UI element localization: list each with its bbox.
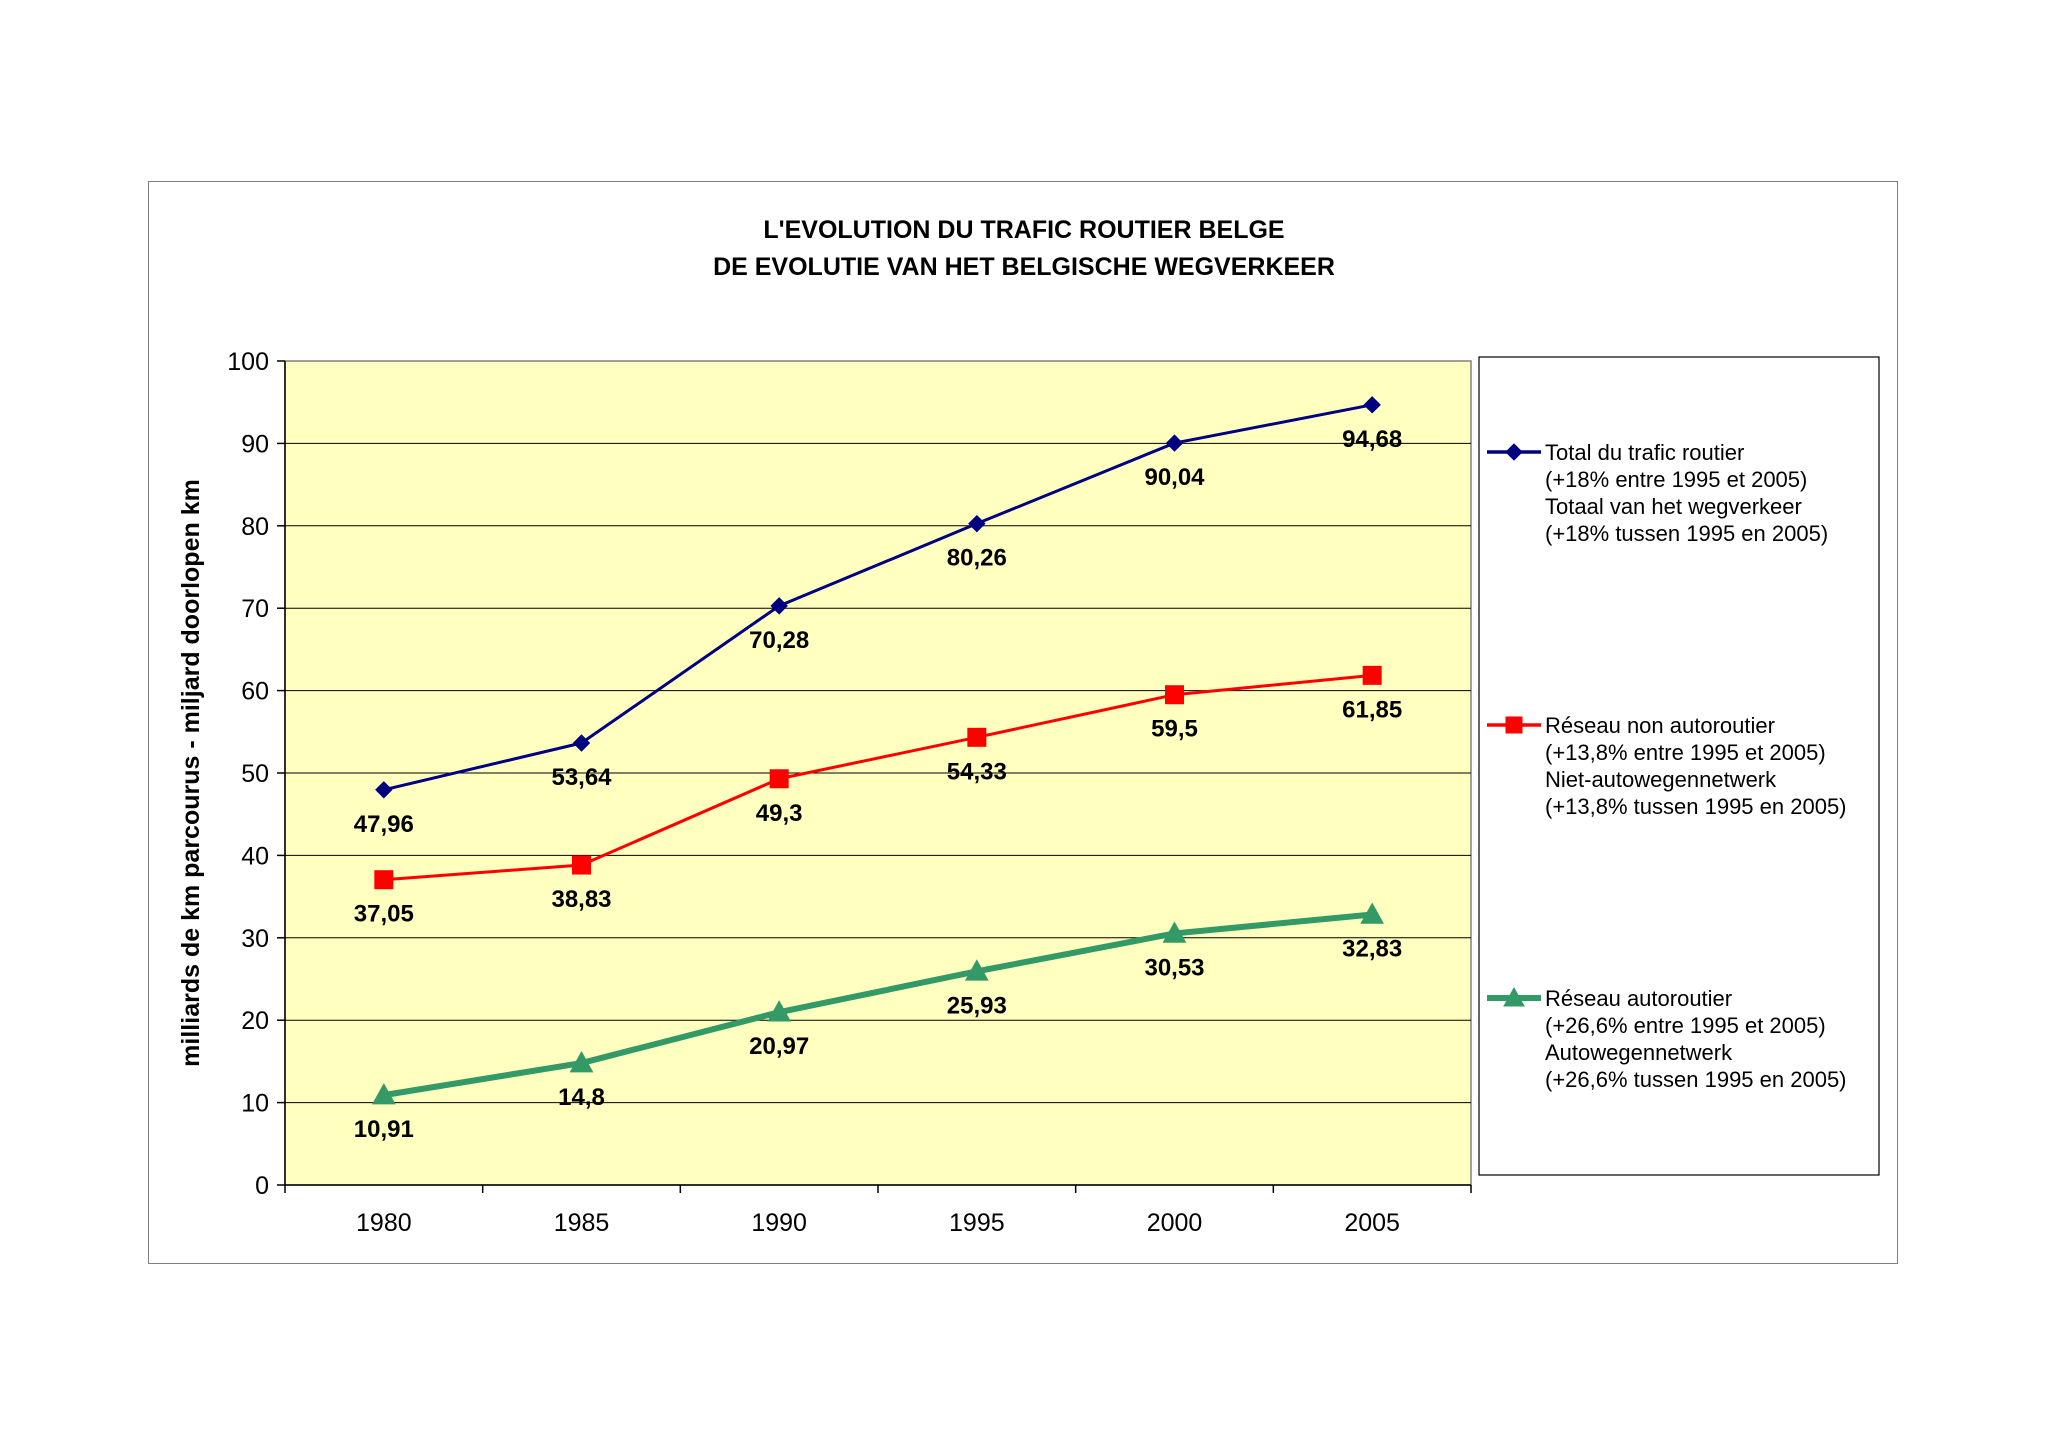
data-label: 80,26 [947,545,1007,572]
legend-entry-text: Niet-autowegennetwerk [1545,767,1777,792]
legend-entry-text: (+26,6% entre 1995 et 2005) [1545,1013,1826,1038]
series-3-point [1162,921,1187,943]
y-tick-label: 30 [241,925,269,953]
legend-entry-text: Totaal van het wegverkeer [1545,494,1802,519]
series-2-point [769,769,789,789]
series-line-1 [383,403,1373,792]
chart-title-line-2: DE EVOLUTIE VAN HET BELGISCHE WEGVERKEER [713,253,1335,281]
data-label: 14,8 [558,1084,605,1111]
data-label: 37,05 [354,901,414,928]
data-label: 54,33 [947,758,1007,785]
data-label: 38,83 [551,886,611,913]
x-tick-label: 1990 [751,1209,807,1237]
data-label: 70,28 [749,627,809,654]
series-1-point [968,514,986,533]
chart-frame: L'EVOLUTION DU TRAFIC ROUTIER BELGE DE EV… [148,181,1898,1264]
data-label: 94,68 [1342,426,1402,453]
y-tick-label: 100 [227,348,269,376]
y-tick-label: 70 [241,595,269,623]
data-label: 25,93 [947,992,1007,1019]
data-label: 30,53 [1144,954,1204,981]
x-tick-label: 1995 [949,1209,1005,1237]
series-3-point [767,1000,792,1022]
series-line-2 [383,673,1373,882]
data-label: 49,3 [756,800,803,827]
legend-marker-2 [1505,716,1523,734]
x-tick-label: 1980 [356,1209,412,1237]
series-2-point [967,727,987,747]
legend-entry-text: Autowegennetwerk [1545,1040,1733,1065]
series-3-point [1360,902,1385,924]
y-tick-label: 60 [241,678,269,706]
data-label: 61,85 [1342,696,1402,723]
series-2-point [1165,685,1184,705]
data-label: 10,91 [354,1116,414,1143]
series-line-3 [383,911,1373,1099]
legend-entry-text: Réseau autoroutier [1545,986,1732,1011]
legend-entry-text: (+13,8% entre 1995 et 2005) [1545,740,1826,765]
x-tick-label: 1985 [554,1209,610,1237]
y-tick-label: 80 [241,513,269,541]
data-label: 90,04 [1144,464,1205,491]
legend-entry-text: (+18% tussen 1995 en 2005) [1545,521,1828,546]
series-3-point [964,959,989,981]
x-tick-label: 2000 [1147,1209,1203,1237]
y-tick-label: 40 [241,842,269,870]
y-tick-label: 0 [255,1172,269,1200]
legend-entry-text: Total du trafic routier [1545,440,1744,465]
legend-entry-text: (+13,8% tussen 1995 en 2005) [1545,794,1847,819]
x-tick-label: 2005 [1344,1209,1400,1237]
y-tick-label: 90 [241,430,269,458]
series-3-point [371,1083,396,1105]
legend-entry-text: Réseau non autoroutier [1545,713,1775,738]
data-label: 47,96 [354,811,414,838]
data-label: 59,5 [1151,716,1198,743]
series-1-point [1165,434,1184,452]
data-label: 32,83 [1342,935,1402,962]
y-axis-title: milliards de km parcourus - miljard door… [177,479,205,1067]
series-2-point [572,855,591,875]
legend-entry-text: (+26,6% tussen 1995 en 2005) [1545,1067,1847,1092]
data-label: 53,64 [551,764,612,791]
series-1-point [1363,396,1381,414]
y-tick-label: 50 [241,760,269,788]
legend-marker-3 [1503,986,1525,1007]
chart-title-line-1: L'EVOLUTION DU TRAFIC ROUTIER BELGE [763,216,1284,244]
y-tick-label: 10 [241,1090,269,1118]
series-1-point [572,734,591,752]
series-2-point [1362,665,1382,685]
series-3-point [569,1051,594,1073]
series-1-point [770,597,788,615]
legend-entry-text: (+18% entre 1995 et 2005) [1545,467,1807,492]
legend-marker-1 [1505,443,1523,461]
line-chart: L'EVOLUTION DU TRAFIC ROUTIER BELGE DE EV… [177,216,1880,1237]
legend-box [1478,356,1880,1176]
series-1-point [375,781,393,799]
series-2-point [374,870,394,890]
data-label: 20,97 [749,1033,809,1060]
y-tick-label: 20 [241,1007,269,1035]
